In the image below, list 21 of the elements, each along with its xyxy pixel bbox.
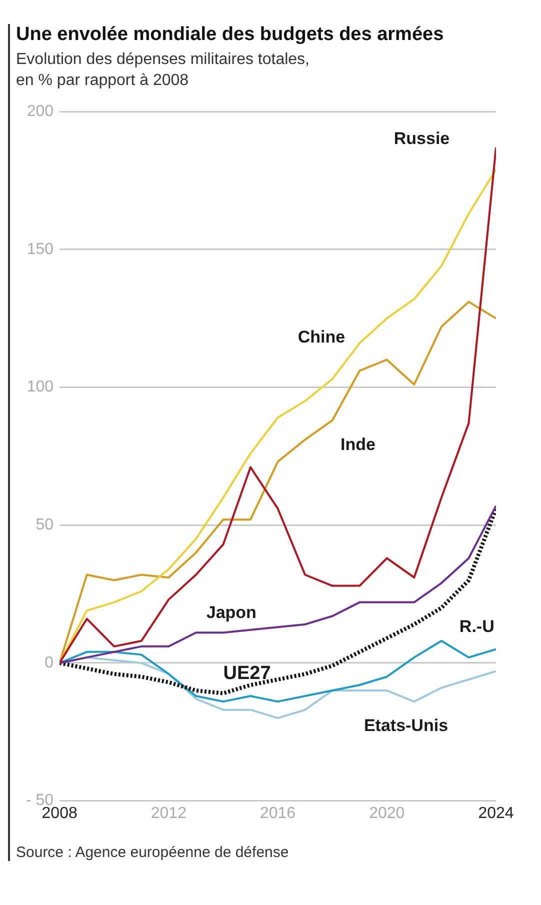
series-label: Chine <box>298 326 346 346</box>
series-label: UE27 <box>223 662 271 684</box>
y-tick-label: 150 <box>26 240 54 258</box>
series-label: R.-U <box>459 616 494 636</box>
chart-subtitle: Evolution des dépenses militaires totales, en % par rapport à 2008 <box>16 50 310 91</box>
series-label: Etats-Unis <box>364 716 448 735</box>
x-tick-label: 2024 <box>478 804 514 822</box>
y-tick-label: 0 <box>44 654 54 671</box>
source-note: Source : Agence européenne de défense <box>16 844 290 861</box>
y-tick-label: 100 <box>26 378 54 396</box>
chart-title: Une envolée mondiale des budgets des armées <box>16 24 445 46</box>
text: Russie <box>394 128 450 148</box>
x-tick-label: 2016 <box>260 804 296 822</box>
x-tick-label: 2020 <box>369 804 405 822</box>
line-series <box>60 506 496 695</box>
x-tick-label: 2012 <box>150 804 187 822</box>
series-label: Japon <box>206 602 256 622</box>
x-tick-label: 2008 <box>42 804 78 822</box>
series-label: Inde <box>340 434 376 454</box>
y-tick-label: 200 <box>26 102 54 120</box>
y-tick-label: 50 <box>36 516 54 534</box>
